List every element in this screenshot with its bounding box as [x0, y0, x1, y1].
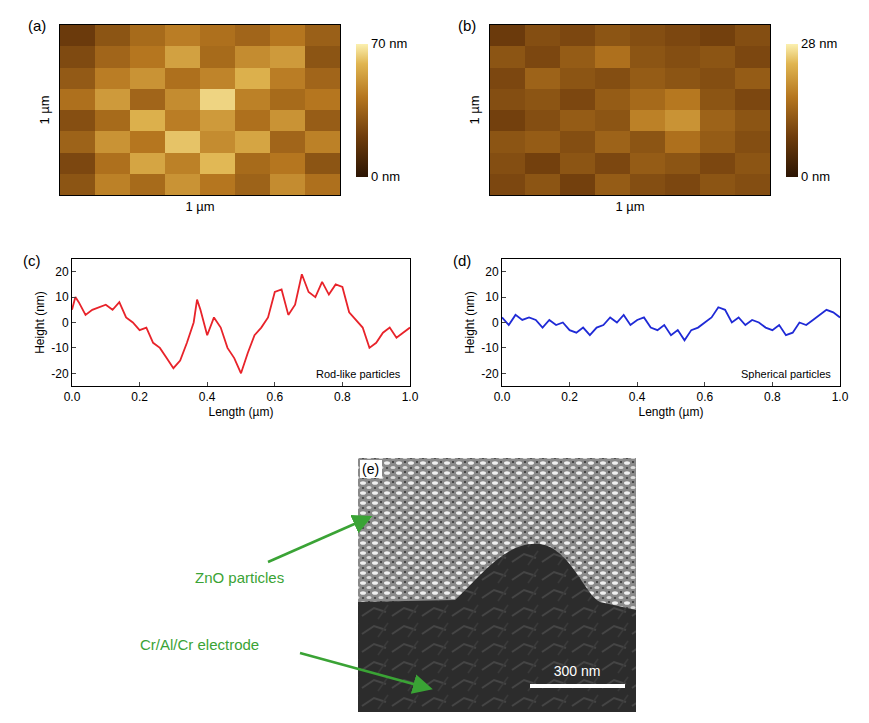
svg-text:70 nm: 70 nm: [371, 36, 407, 51]
svg-text:Height (nm): Height (nm): [463, 291, 477, 354]
svg-text:0.4: 0.4: [629, 390, 646, 404]
svg-text:(d): (d): [453, 252, 471, 269]
svg-text:10: 10: [485, 290, 499, 304]
svg-text:20: 20: [55, 265, 69, 279]
svg-text:0 nm: 0 nm: [371, 169, 400, 184]
svg-text:Rod-like particles: Rod-like particles: [316, 368, 401, 380]
svg-text:1 µm: 1 µm: [37, 95, 52, 124]
svg-text:300 nm: 300 nm: [554, 663, 601, 679]
svg-text:0: 0: [492, 316, 499, 330]
svg-text:Cr/Al/Cr electrode: Cr/Al/Cr electrode: [140, 636, 259, 653]
svg-text:0: 0: [62, 316, 69, 330]
svg-text:(a): (a): [28, 17, 46, 34]
svg-text:0.6: 0.6: [266, 390, 283, 404]
svg-text:28 nm: 28 nm: [801, 36, 837, 51]
svg-text:Spherical particles: Spherical particles: [741, 368, 831, 380]
svg-text:0 nm: 0 nm: [801, 169, 830, 184]
svg-text:-20: -20: [51, 367, 69, 381]
svg-text:0.8: 0.8: [764, 390, 781, 404]
svg-text:1 µm: 1 µm: [467, 95, 482, 124]
svg-text:(b): (b): [458, 17, 476, 34]
svg-text:Height (nm): Height (nm): [33, 291, 47, 354]
svg-text:0.4: 0.4: [199, 390, 216, 404]
svg-text:0.6: 0.6: [696, 390, 713, 404]
svg-text:-10: -10: [51, 341, 69, 355]
svg-text:0.2: 0.2: [131, 390, 148, 404]
svg-text:(e): (e): [362, 461, 379, 477]
svg-text:1.0: 1.0: [832, 390, 849, 404]
svg-text:0.8: 0.8: [334, 390, 351, 404]
svg-text:(c): (c): [23, 252, 41, 269]
svg-text:0.2: 0.2: [561, 390, 578, 404]
svg-text:0.0: 0.0: [64, 390, 81, 404]
svg-text:1.0: 1.0: [402, 390, 419, 404]
svg-text:Length (µm): Length (µm): [639, 405, 704, 419]
svg-text:20: 20: [485, 265, 499, 279]
svg-text:1 µm: 1 µm: [615, 199, 644, 214]
svg-text:0.0: 0.0: [494, 390, 511, 404]
svg-text:1 µm: 1 µm: [185, 199, 214, 214]
svg-text:-20: -20: [481, 367, 499, 381]
svg-text:10: 10: [55, 290, 69, 304]
svg-text:-10: -10: [481, 341, 499, 355]
svg-text:ZnO particles: ZnO particles: [195, 569, 284, 586]
svg-text:Length (µm): Length (µm): [209, 405, 274, 419]
